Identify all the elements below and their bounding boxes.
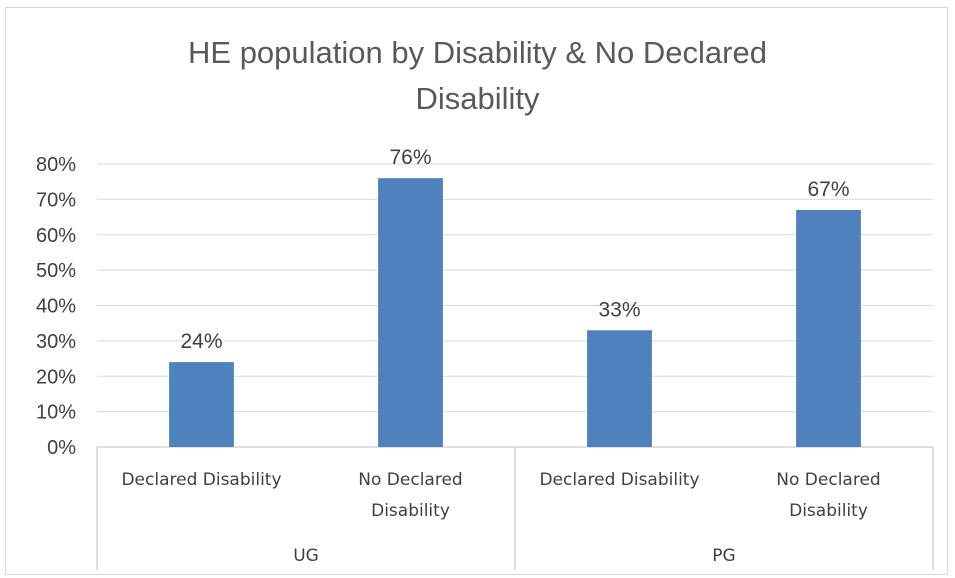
axes bbox=[96, 446, 934, 570]
data-label: 67% bbox=[807, 178, 849, 201]
y-tick-label: 50% bbox=[36, 260, 76, 282]
chart-title-line-2: Disability bbox=[415, 81, 540, 116]
y-tick-label: 10% bbox=[36, 402, 76, 424]
chart-title-line-1: HE population by Disability & No Declare… bbox=[188, 35, 767, 70]
bar bbox=[169, 362, 234, 447]
category-label: No Declared bbox=[358, 470, 462, 490]
y-tick-label: 80% bbox=[36, 154, 76, 176]
y-tick-label: 0% bbox=[47, 437, 76, 459]
group-label: PG bbox=[712, 546, 735, 566]
labels: 0% 10% 20% 30% 40% 50% 60% 70% 80% 24% Declared Di… bbox=[36, 146, 881, 566]
category-label: Declared Disability bbox=[539, 470, 699, 490]
gridlines bbox=[97, 163, 933, 413]
category-label: Disability bbox=[789, 501, 868, 521]
bar bbox=[796, 209, 861, 447]
chart-frame bbox=[5, 7, 948, 575]
y-tick-label: 60% bbox=[36, 225, 76, 247]
category-label: Declared Disability bbox=[121, 470, 281, 490]
data-label: 76% bbox=[389, 146, 431, 169]
chart-title: HE population by Disability & No Declare… bbox=[0, 30, 955, 122]
bars bbox=[169, 178, 861, 447]
group-label: UG bbox=[293, 546, 319, 566]
bar bbox=[378, 178, 443, 447]
y-tick-label: 30% bbox=[36, 331, 76, 353]
category-label: No Declared bbox=[776, 470, 880, 490]
y-tick-label: 70% bbox=[36, 189, 76, 211]
y-tick-label: 40% bbox=[36, 296, 76, 318]
data-label: 24% bbox=[180, 330, 222, 353]
data-label: 33% bbox=[598, 298, 640, 321]
bar bbox=[587, 330, 652, 447]
y-tick-label: 20% bbox=[36, 366, 76, 388]
category-label: Disability bbox=[371, 501, 450, 521]
